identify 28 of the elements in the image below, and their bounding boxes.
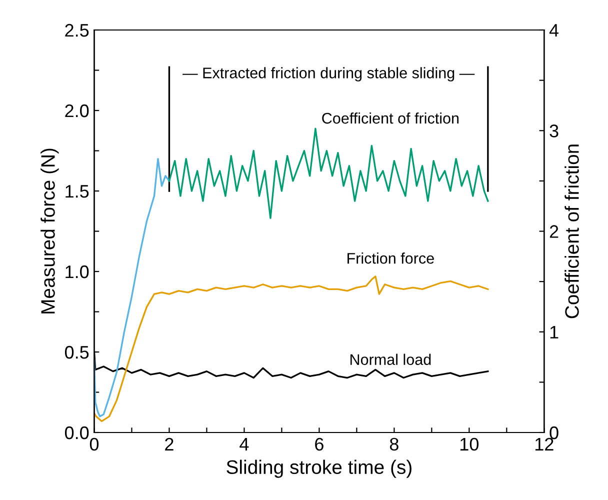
line-series [94,275,489,422]
y2-tick-label: 2 [550,225,558,238]
y2-axis-title: Coefficient of friction [564,144,579,318]
y2-tick-label: 4 [549,24,559,37]
y-tick-label: 2.5 [65,24,89,37]
y2-tick-label: 0 [550,426,558,440]
line-series [94,158,170,418]
x-tick-label: 0 [90,438,99,451]
series-label: Friction force [348,252,434,264]
y-tick-label: 2.0 [65,104,89,118]
annotation: — Extracted friction during stable sliding — [182,67,475,82]
x-tick-label: 6 [315,438,324,451]
series-label: Coefficient of friction [322,112,459,124]
y2-tick-label: 1 [550,326,558,338]
x-tick-label: 4 [240,438,249,450]
x-tick-label: 8 [390,438,398,451]
x-tick-label: 10 [460,438,479,451]
y-tick-label: 0.5 [64,346,89,359]
y-tick-label: 1.0 [66,265,89,278]
series-label: Normal load [350,354,431,365]
x-axis-title: Sliding stroke time (s) [226,460,412,478]
y-axis-title: Measured force (N) [40,148,59,314]
x-tick-label: 2 [165,438,174,450]
y-tick-label: 0.0 [64,426,89,440]
y-tick-label: 1.5 [66,185,89,198]
x-tick-label: 12 [535,438,554,450]
line-series [168,128,489,220]
y2-tick-label: 3 [550,124,558,138]
